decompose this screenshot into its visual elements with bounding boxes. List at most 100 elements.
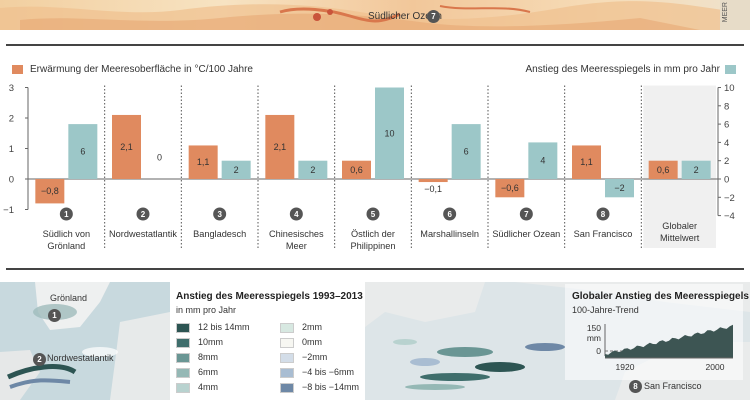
sf-label: San Francisco xyxy=(644,381,702,391)
temperature-bar-label: 2,1 xyxy=(120,142,133,152)
sea-rise-legend-label: −2mm xyxy=(302,352,328,362)
sea-level-bar-label: 2 xyxy=(234,165,239,175)
sea-rise-legend-swatch xyxy=(280,337,294,348)
sea-rise-legend-swatch xyxy=(176,367,190,378)
right-axis-tick-label: 2 xyxy=(724,156,729,167)
temperature-bar xyxy=(342,160,371,179)
sea-rise-legend-label: 2mm xyxy=(302,322,322,332)
marker-2: 2 xyxy=(33,353,46,366)
sea-rise-legend-label: 6mm xyxy=(198,367,218,377)
category-number: 7 xyxy=(524,210,529,219)
category-number: 3 xyxy=(217,210,222,219)
right-axis-tick-label: 10 xyxy=(724,83,735,94)
temperature-bar-label: 0,6 xyxy=(350,165,363,175)
inset-sea-level-area xyxy=(605,324,733,358)
sea-rise-legend-swatch xyxy=(176,337,190,348)
temperature-bar xyxy=(418,179,448,183)
sea-level-bar xyxy=(68,124,98,179)
category-label: Nordwestatlantik xyxy=(109,229,177,239)
sea-level-bar-label: 2 xyxy=(694,165,699,175)
sea-rise-legend-row: 2mm xyxy=(280,322,359,337)
sea-level-bar xyxy=(605,179,634,198)
greenland-label: Grönland xyxy=(50,293,88,303)
right-axis-tick-label: −2 xyxy=(724,193,735,204)
left-axis-tick-label: 2 xyxy=(9,114,14,125)
top-map-marker: 7 xyxy=(427,10,440,23)
category-number-circle xyxy=(366,207,380,221)
sea-level-bar-label: 10 xyxy=(384,128,394,138)
category-number-circle xyxy=(519,207,533,221)
category-number-circle xyxy=(596,207,610,221)
category-label: Meer xyxy=(286,241,307,251)
category-number: 2 xyxy=(141,210,146,219)
right-axis-tick-label: −4 xyxy=(724,211,735,222)
category-label: Mittelwert xyxy=(660,233,700,243)
sea-level-bar xyxy=(681,160,711,179)
sea-rise-legend-row: 4mm xyxy=(176,382,250,397)
temperature-bar-label: −0,6 xyxy=(501,183,519,193)
temperature-bar-label: 1,1 xyxy=(197,157,210,167)
sea-rise-legend-row: −4 bis −6mm xyxy=(280,367,359,382)
category-label: Grönland xyxy=(47,241,85,251)
category-label: San Francisco xyxy=(574,229,633,239)
right-axis-tick-label: 8 xyxy=(724,101,729,112)
sea-rise-legend-subtitle: in mm pro Jahr xyxy=(176,305,237,315)
inset-x-tick: 2000 xyxy=(706,362,725,372)
sea-level-bar xyxy=(528,142,558,179)
top-divider xyxy=(6,44,744,46)
category-number-circle xyxy=(136,207,150,221)
sea-rise-legend-row: −2mm xyxy=(280,352,359,367)
inset-y-tick: 0 xyxy=(596,346,601,356)
sea-rise-legend-swatch xyxy=(280,322,294,333)
left-axis-tick-label: 1 xyxy=(9,144,14,155)
marker-8: 8 xyxy=(629,380,642,393)
bottom-divider xyxy=(6,268,744,270)
sea-rise-legend-label: 12 bis 14mm xyxy=(198,322,250,332)
temperature-bar xyxy=(648,160,678,179)
sea-rise-legend-label: 8mm xyxy=(198,352,218,362)
temperature-bar xyxy=(265,114,295,179)
sea-level-bar-label: −2 xyxy=(614,183,624,193)
sea-level-bar-label: 6 xyxy=(464,147,469,157)
sea-rise-legend-label: −8 bis −14mm xyxy=(302,382,360,392)
inset-subtitle: 100-Jahre-Trend xyxy=(572,305,639,315)
sea-rise-legend-row: 0mm xyxy=(280,337,359,352)
legend-left-column: 12 bis 14mm 10mm 8mm 6mm 4mm xyxy=(176,322,250,397)
top-map-graphic xyxy=(0,0,750,30)
category-label: Chinesisches xyxy=(269,229,324,239)
left-axis-tick-label: 3 xyxy=(9,83,14,94)
category-label: Marshallinseln xyxy=(420,229,479,239)
category-label: Bangladesch xyxy=(193,229,246,239)
category-number-circle xyxy=(289,207,303,221)
sea-rise-legend-swatch xyxy=(176,382,190,393)
temperature-bar xyxy=(188,145,218,179)
temperature-bar xyxy=(35,179,65,204)
temperature-bar xyxy=(112,114,141,179)
right-axis-tick-label: 0 xyxy=(724,175,729,186)
inset-x-tick: 1920 xyxy=(616,362,635,372)
sea-rise-legend-row: 8mm xyxy=(176,352,250,367)
sea-rise-legend-swatch xyxy=(280,352,294,363)
sea-rise-legend-label: 10mm xyxy=(198,337,224,347)
left-axis-tick-label: −1 xyxy=(3,205,14,216)
inset-y-tick: 150 xyxy=(587,323,601,333)
sea-legend-swatch xyxy=(725,65,736,74)
right-axis-tick-label: 6 xyxy=(724,120,729,131)
sea-rise-legend-row: 12 bis 14mm xyxy=(176,322,250,337)
category-label: Philippinen xyxy=(351,241,396,251)
category-number-circle xyxy=(443,207,457,221)
inset-y-unit: mm xyxy=(587,333,601,343)
sea-rise-legend-swatch xyxy=(176,322,190,333)
marker-1: 1 xyxy=(48,309,61,322)
legend-right-column: 2mm 0mm −2mm −4 bis −6mm −8 bis −14mm xyxy=(280,322,359,397)
category-number: 4 xyxy=(294,210,299,219)
left-axis-tick-label: 0 xyxy=(9,175,14,186)
right-axis-tick-label: 4 xyxy=(724,138,729,149)
sea-rise-legend-swatch xyxy=(176,352,190,363)
top-map-strip xyxy=(0,0,750,30)
temperature-bar-label: 1,1 xyxy=(580,157,593,167)
category-number-circle xyxy=(213,207,227,221)
sea-rise-legend-swatch xyxy=(280,382,294,393)
temperature-bar xyxy=(572,145,601,179)
top-map-side-text: MEER xyxy=(722,2,729,23)
